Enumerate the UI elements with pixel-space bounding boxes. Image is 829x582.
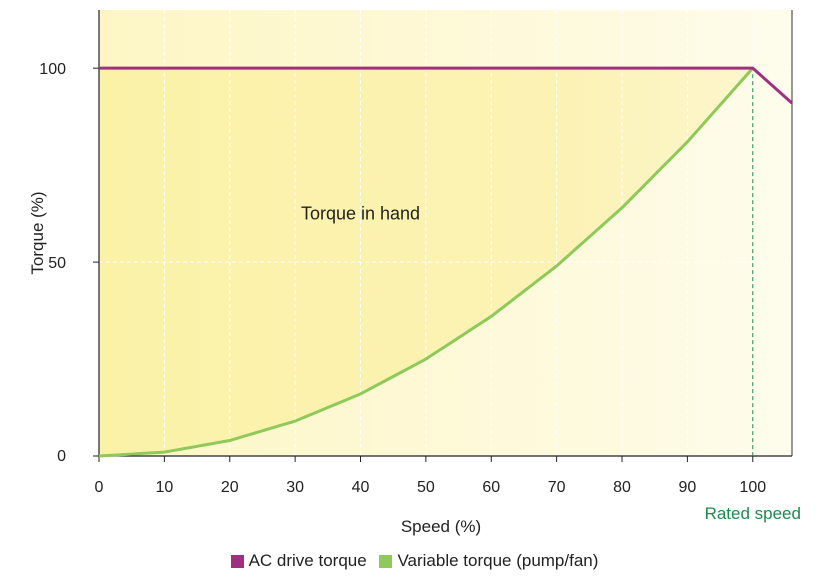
- series-lines: [98, 66, 793, 458]
- y-tick-label: 100: [39, 61, 66, 78]
- x-tick-label: 60: [482, 479, 500, 496]
- x-axis-ticks: 0 10 20 30 40 50 60 70 80 90 100: [95, 456, 766, 496]
- x-axis-title: Speed (%): [401, 517, 481, 536]
- legend-swatch-ac-drive: [230, 554, 244, 568]
- x-tick-label: 90: [678, 479, 696, 496]
- legend-swatch-variable-torque: [379, 554, 393, 568]
- legend-label-ac-drive: AC drive torque: [248, 551, 367, 570]
- y-tick-label: 0: [57, 448, 66, 465]
- x-tick-label: 100: [739, 479, 766, 496]
- x-tick-label: 70: [548, 479, 566, 496]
- y-axis-ticks: 0 50 100: [39, 61, 99, 465]
- legend: AC drive torque Variable torque (pump/fa…: [0, 551, 829, 573]
- x-tick-label: 50: [417, 479, 435, 496]
- legend-item-variable-torque: Variable torque (pump/fan): [379, 551, 598, 571]
- x-tick-label: 20: [221, 479, 239, 496]
- annotation-torque-in-hand: Torque in hand: [301, 203, 420, 223]
- x-tick-label: 30: [286, 479, 304, 496]
- x-tick-label: 80: [613, 479, 631, 496]
- x-tick-label: 10: [155, 479, 173, 496]
- series-line-ac-drive: [99, 66, 793, 105]
- x-tick-label: 0: [95, 479, 104, 496]
- y-axis-title: Torque (%): [28, 191, 47, 274]
- y-tick-label: 50: [48, 255, 66, 272]
- annotation-rated-speed: Rated speed: [705, 504, 801, 523]
- x-tick-label: 40: [352, 479, 370, 496]
- series-line-variable-torque: [98, 67, 754, 458]
- legend-label-variable-torque: Variable torque (pump/fan): [397, 551, 599, 570]
- legend-item-ac-drive: AC drive torque: [230, 551, 367, 571]
